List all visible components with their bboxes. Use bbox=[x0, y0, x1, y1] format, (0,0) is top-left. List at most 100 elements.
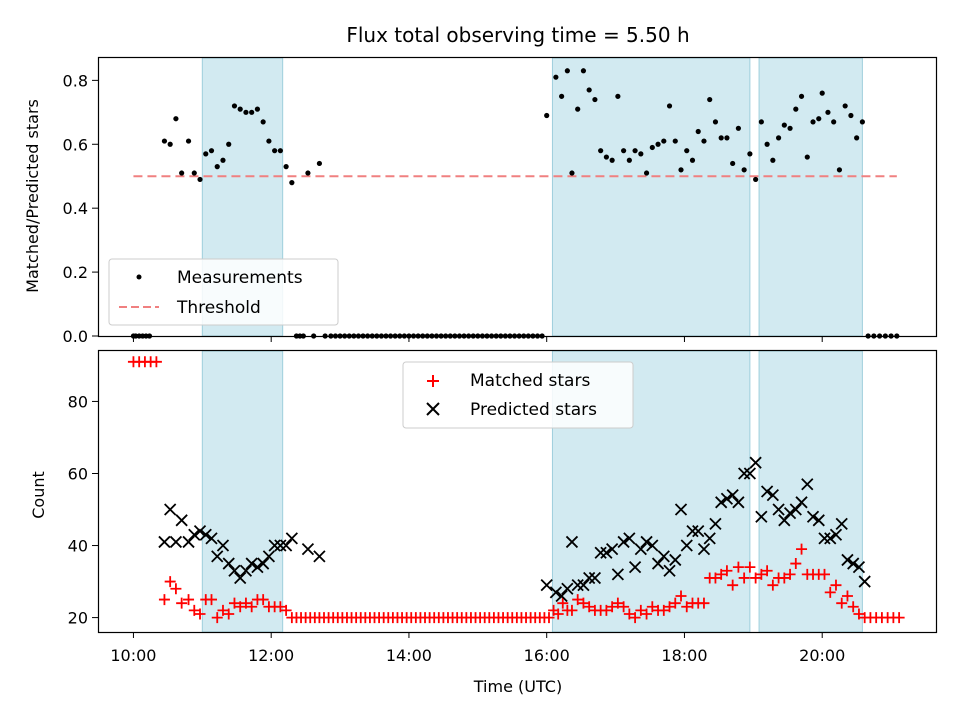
data-point bbox=[831, 119, 837, 125]
y-ticks: 0.0 0.2 0.4 0.6 0.8 bbox=[63, 71, 99, 346]
predicted-point bbox=[818, 532, 831, 545]
matched-point bbox=[658, 604, 670, 616]
count-points bbox=[127, 356, 905, 624]
predicted-point bbox=[251, 561, 264, 574]
predicted-point bbox=[858, 575, 871, 588]
data-point bbox=[701, 138, 707, 144]
matched-point bbox=[240, 597, 252, 609]
matched-point bbox=[612, 597, 624, 609]
predicted-point bbox=[188, 528, 201, 541]
x-ticks: 10:00 12:00 14:00 16:00 18:00 20:00 bbox=[110, 632, 845, 665]
data-point bbox=[621, 148, 627, 154]
y-tick-label: 60 bbox=[68, 464, 88, 483]
data-point bbox=[793, 106, 799, 112]
predicted-point bbox=[279, 539, 293, 552]
data-point bbox=[214, 164, 220, 170]
data-point bbox=[167, 141, 173, 147]
predicted-point bbox=[571, 579, 584, 592]
matched-point bbox=[194, 608, 206, 620]
legend-marker-predicted bbox=[426, 402, 440, 416]
y-axis-label: Matched/Predicted stars bbox=[23, 99, 42, 293]
data-point bbox=[848, 112, 854, 119]
matched-point bbox=[664, 601, 676, 613]
predicted-point bbox=[285, 532, 298, 545]
predicted-point bbox=[835, 517, 848, 531]
matched-point bbox=[606, 601, 618, 613]
y-tick-label: 0.4 bbox=[63, 199, 88, 218]
predicted-point bbox=[301, 543, 315, 556]
matched-point bbox=[841, 590, 853, 602]
data-point bbox=[819, 90, 825, 96]
predicted-point bbox=[577, 579, 590, 592]
data-point bbox=[161, 138, 168, 144]
matched-point bbox=[819, 568, 831, 580]
data-point bbox=[626, 157, 632, 163]
matched-point bbox=[170, 583, 182, 595]
data-point bbox=[266, 138, 272, 144]
predicted-point bbox=[674, 503, 688, 516]
x-tick-label: 12:00 bbox=[248, 646, 294, 665]
predicted-point bbox=[605, 543, 619, 556]
matched-point bbox=[217, 604, 229, 616]
data-point bbox=[544, 112, 550, 119]
data-point bbox=[672, 138, 678, 144]
x-tick-label: 18:00 bbox=[661, 646, 707, 665]
predicted-point bbox=[234, 571, 247, 585]
predicted-point bbox=[211, 550, 224, 563]
data-point bbox=[615, 93, 621, 99]
predicted-point bbox=[778, 514, 791, 527]
data-point bbox=[825, 109, 831, 115]
y-tick-label: 20 bbox=[68, 609, 88, 628]
predicted-point bbox=[313, 550, 326, 563]
predicted-point bbox=[680, 539, 693, 552]
predicted-point bbox=[829, 528, 843, 541]
predicted-point bbox=[795, 496, 808, 509]
predicted-point bbox=[245, 557, 258, 570]
data-point bbox=[661, 138, 667, 144]
predicted-point bbox=[743, 467, 757, 480]
data-point bbox=[735, 125, 742, 131]
predicted-point bbox=[657, 550, 670, 563]
predicted-point bbox=[257, 557, 270, 570]
data-point bbox=[609, 157, 615, 163]
matched-point bbox=[715, 568, 727, 580]
data-point bbox=[632, 148, 638, 154]
predicted-point bbox=[216, 539, 230, 552]
predicted-point bbox=[651, 557, 665, 570]
data-point bbox=[684, 148, 690, 154]
matched-point bbox=[158, 594, 170, 606]
predicted-point bbox=[692, 524, 705, 538]
data-point bbox=[305, 170, 311, 176]
legend-label-predicted: Predicted stars bbox=[470, 400, 597, 420]
predicted-point bbox=[847, 557, 860, 570]
data-point bbox=[254, 106, 261, 112]
predicted-point bbox=[789, 503, 802, 516]
matched-point bbox=[847, 601, 859, 613]
matched-point bbox=[572, 594, 584, 606]
matched-point bbox=[796, 543, 808, 555]
matched-point bbox=[618, 601, 630, 613]
data-point bbox=[289, 180, 295, 186]
predicted-point bbox=[561, 582, 574, 595]
data-point bbox=[741, 167, 747, 173]
matched-point bbox=[698, 597, 710, 609]
predicted-point bbox=[628, 561, 642, 574]
ratio-panel: Flux total observing time = 5.50 h Match… bbox=[23, 23, 938, 346]
predicted-point bbox=[760, 485, 774, 498]
matched-point bbox=[228, 597, 240, 609]
data-point bbox=[569, 170, 575, 176]
predicted-point bbox=[549, 586, 563, 599]
data-point bbox=[804, 154, 810, 160]
matched-point bbox=[669, 597, 681, 609]
data-point bbox=[575, 106, 581, 112]
predicted-point bbox=[663, 564, 676, 577]
predicted-point bbox=[669, 553, 682, 567]
predicted-point bbox=[268, 539, 281, 552]
axes-frame bbox=[97, 56, 938, 338]
data-point bbox=[272, 148, 278, 154]
matched-point bbox=[635, 604, 647, 616]
matched-point bbox=[274, 601, 286, 613]
data-point bbox=[816, 116, 822, 122]
matched-point bbox=[830, 579, 842, 591]
